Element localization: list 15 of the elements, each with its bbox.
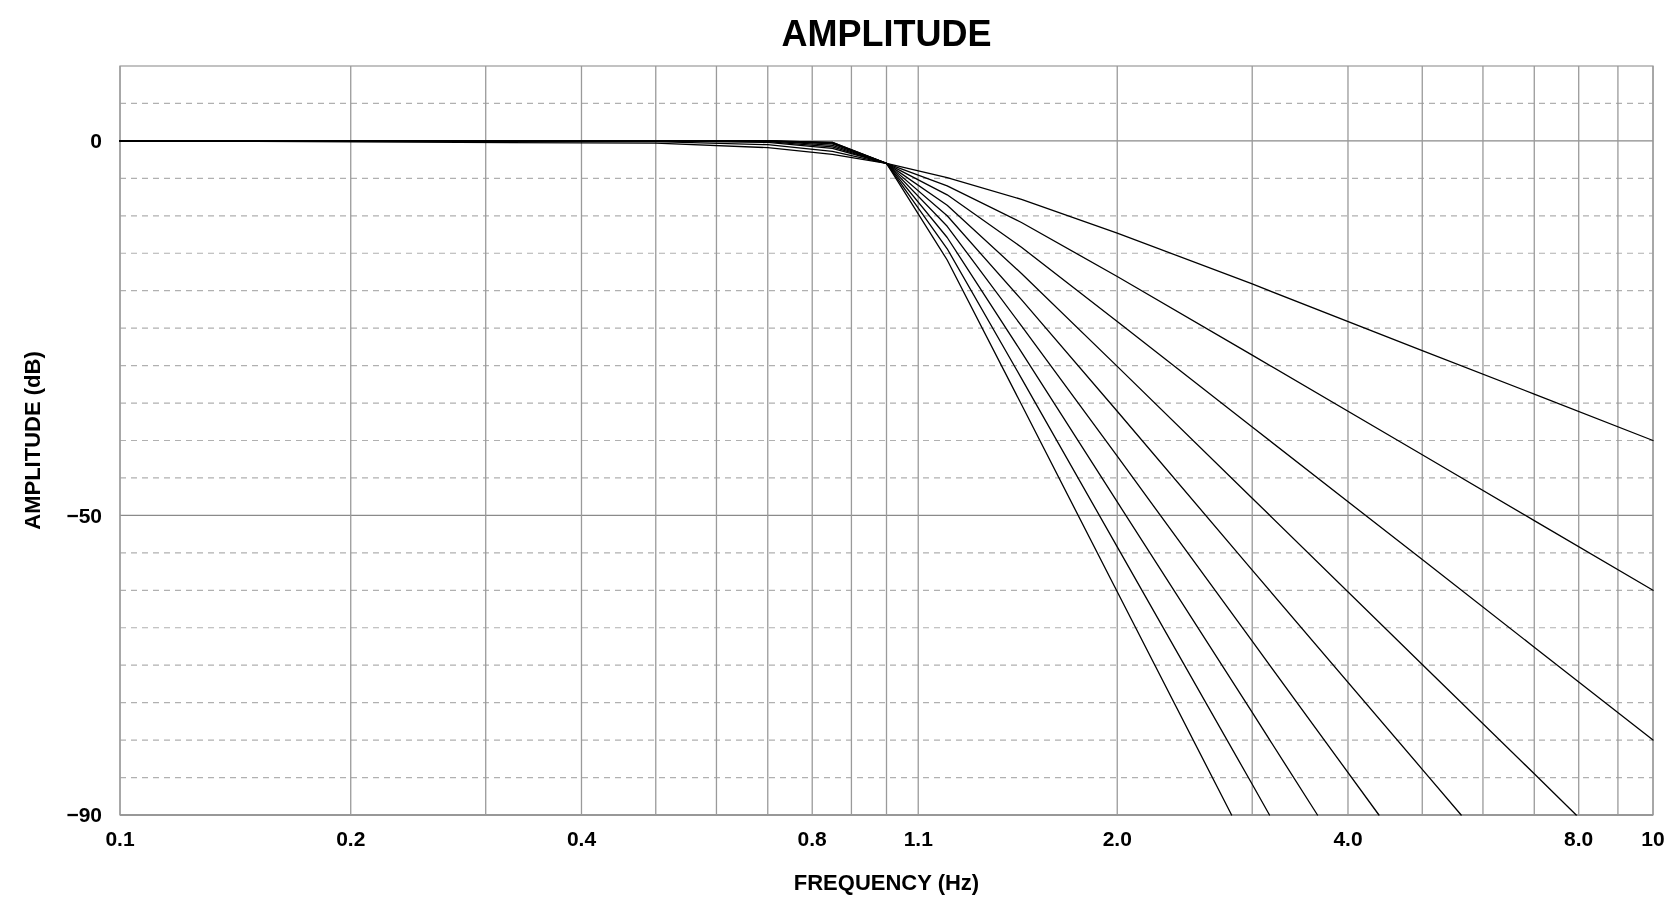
y-tick-label: −90 <box>66 803 102 827</box>
chart-title: AMPLITUDE <box>781 13 992 54</box>
y-axis-title: AMPLITUDE (dB) <box>20 351 45 530</box>
x-tick-label: 4.0 <box>1333 827 1363 850</box>
x-tick-label: 0.2 <box>336 827 366 850</box>
x-tick-label: 2.0 <box>1102 827 1132 850</box>
y-tick-label: −50 <box>66 503 102 527</box>
x-tick-label: 10 <box>1641 827 1665 850</box>
x-tick-label: 0.8 <box>797 827 828 850</box>
x-tick-label: 0.4 <box>566 827 597 850</box>
x-tick-label: 1.1 <box>903 827 934 850</box>
x-axis-title: FREQUENCY (Hz) <box>793 870 980 895</box>
x-tick-label: 8.0 <box>1564 827 1594 850</box>
x-tick-label: 0.1 <box>105 827 135 850</box>
y-tick-label: 0 <box>90 129 102 153</box>
